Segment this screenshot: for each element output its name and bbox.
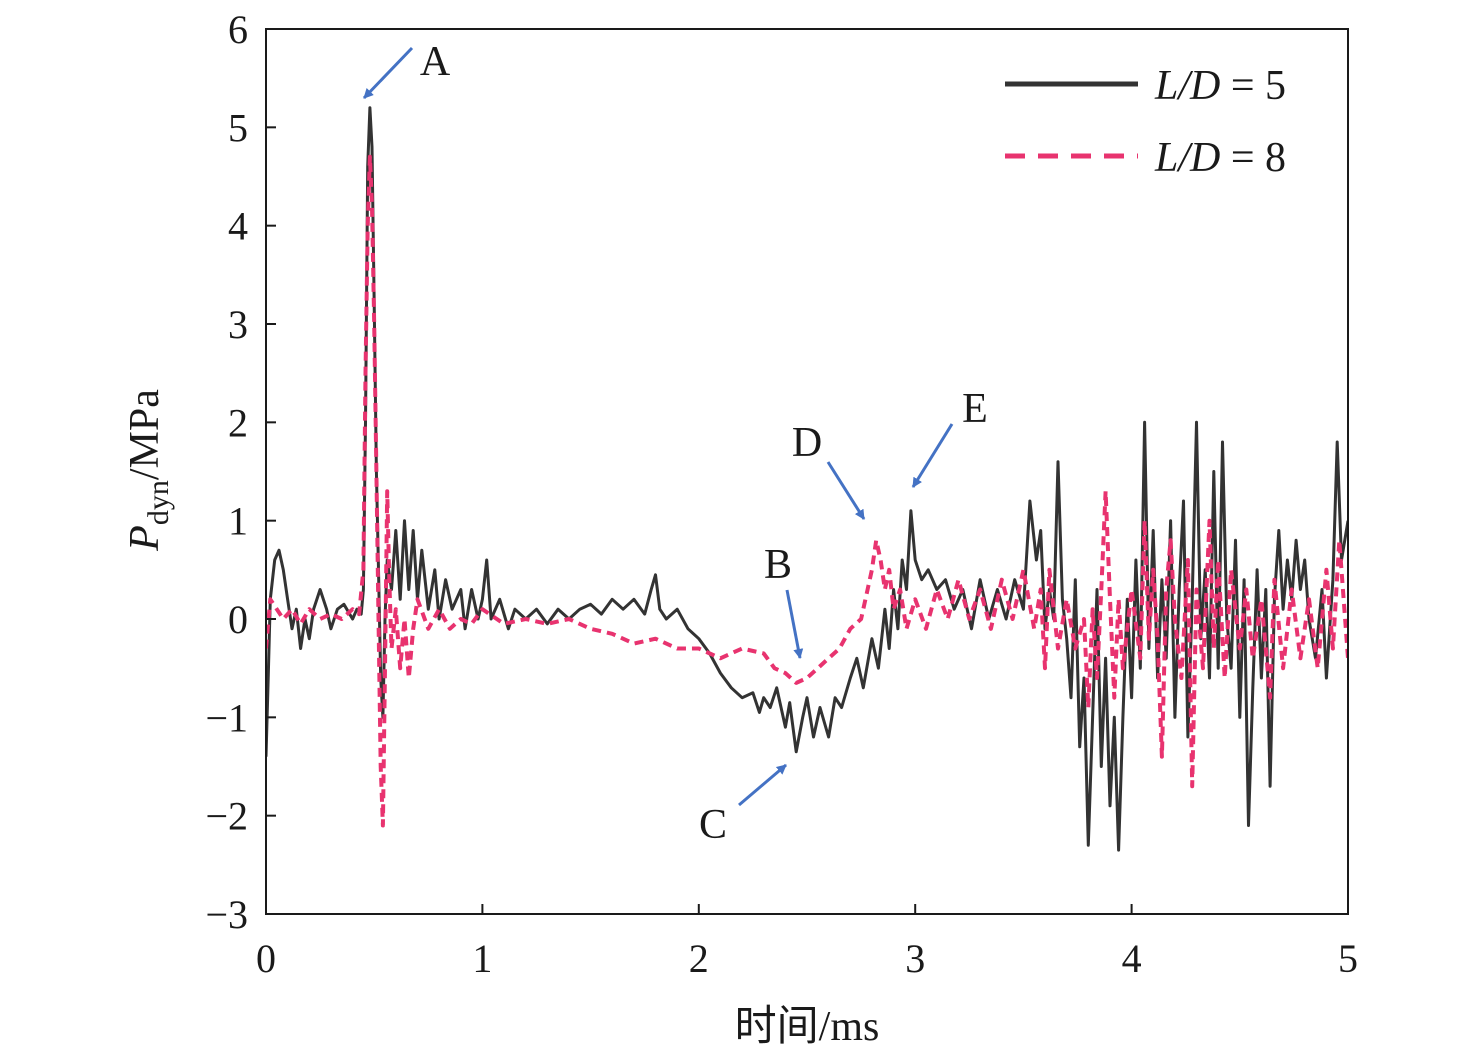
y-axis-ticks: −3 −2 −1 0 1 2 3 4 5 6 xyxy=(205,7,276,937)
x-tick-label: 2 xyxy=(689,936,709,981)
x-tick-label: 4 xyxy=(1122,936,1142,981)
legend-label-ld5-italic: L/D xyxy=(1154,63,1220,109)
annotation-arrow-a xyxy=(362,46,414,100)
y-tick-label: 4 xyxy=(228,204,248,249)
annotation-label-a: A xyxy=(420,39,451,85)
y-tick-label: −1 xyxy=(205,695,248,740)
legend: L/D = 5 L/D = 8 xyxy=(1005,63,1286,181)
annotation-arrow-c xyxy=(738,763,787,807)
y-tick-label: 1 xyxy=(228,499,248,544)
annotation-label-d: D xyxy=(792,420,822,466)
legend-label-ld5-rest: = 5 xyxy=(1220,63,1286,109)
y-axis-title-unit: /MPa xyxy=(122,389,168,480)
y-axis-title: Pdyn/MPa xyxy=(122,389,175,552)
y-tick-label: 6 xyxy=(228,7,248,52)
x-axis-ticks: 0 1 2 3 4 5 xyxy=(256,904,1358,981)
series-line-ld5 xyxy=(266,106,1348,852)
x-tick-label: 3 xyxy=(905,936,925,981)
y-tick-label: −2 xyxy=(205,794,248,839)
x-tick-label: 1 xyxy=(472,936,492,981)
y-tick-label: 2 xyxy=(228,400,248,445)
y-tick-label: 0 xyxy=(228,597,248,642)
y-axis-title-subscript: dyn xyxy=(142,480,175,525)
y-tick-label: −3 xyxy=(205,892,248,937)
x-tick-label: 5 xyxy=(1338,936,1358,981)
legend-label-ld8: L/D = 8 xyxy=(1154,135,1286,181)
y-axis-title-symbol: P xyxy=(122,525,168,552)
plot-area xyxy=(266,106,1348,852)
annotation-arrow-e xyxy=(911,423,954,488)
annotation-label-c: C xyxy=(699,802,727,848)
series-layer xyxy=(266,106,1348,852)
x-axis-title: 时间/ms xyxy=(735,1004,880,1050)
legend-label-ld5: L/D = 5 xyxy=(1154,63,1286,109)
series-line-ld8 xyxy=(266,154,1348,828)
y-tick-label: 3 xyxy=(228,302,248,347)
legend-label-ld8-italic: L/D xyxy=(1154,135,1220,181)
annotations: A B C D E xyxy=(362,39,988,848)
plot-frame xyxy=(265,28,1349,915)
annotation-arrow-b xyxy=(785,589,804,659)
annotation-label-b: B xyxy=(764,542,792,588)
x-tick-label: 0 xyxy=(256,936,276,981)
legend-label-ld8-rest: = 8 xyxy=(1220,135,1286,181)
annotation-label-e: E xyxy=(962,386,988,432)
y-tick-label: 5 xyxy=(228,105,248,150)
annotation-arrow-d xyxy=(826,461,866,520)
